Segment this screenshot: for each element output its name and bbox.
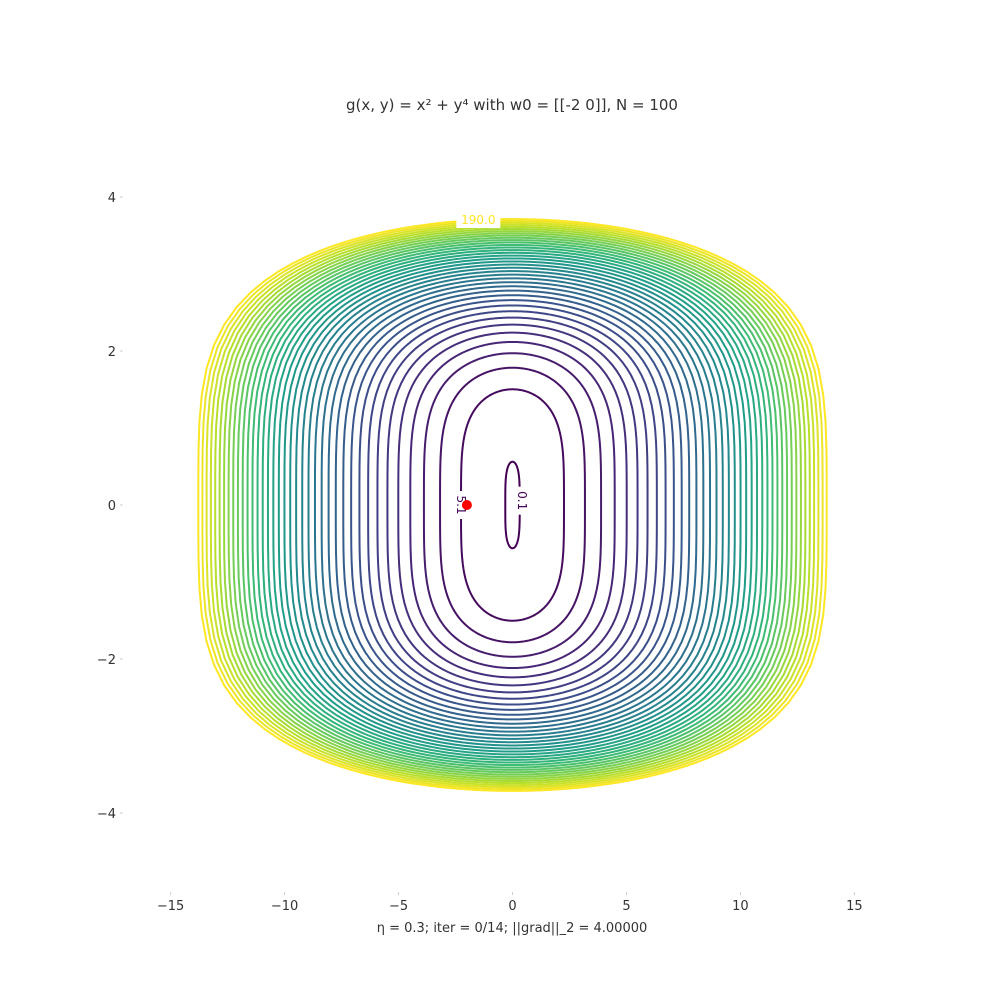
contour-level-29 xyxy=(236,236,789,774)
contour-level-11 xyxy=(342,294,683,716)
contour-level-32 xyxy=(223,230,802,780)
y-tick-label: 0 xyxy=(108,499,116,514)
contour-level-12 xyxy=(334,289,691,721)
contour-level-15 xyxy=(313,277,712,733)
contour-level-18 xyxy=(295,266,730,744)
contour-level-7 xyxy=(376,316,649,694)
contour-level-31 xyxy=(227,232,798,778)
contour-level-25 xyxy=(256,246,769,764)
contour-labels: 0.1 5.1 190.0 xyxy=(453,211,530,519)
contour-level-34 xyxy=(214,225,811,785)
contour-level-14 xyxy=(320,281,705,729)
x-axis-ticks: −15 −10 −5 0 5 10 15 xyxy=(157,892,863,914)
contour-level-20 xyxy=(283,260,742,750)
contour-level-33 xyxy=(218,227,807,783)
contour-level-6 xyxy=(386,323,639,687)
contour-level-9 xyxy=(358,304,667,706)
x-tick-label: 15 xyxy=(846,899,863,914)
contour-label-1: 5.1 xyxy=(454,495,468,514)
y-axis-ticks: 4 2 0 −2 −4 xyxy=(97,191,123,822)
x-tick-label: 5 xyxy=(622,899,630,914)
current-point-layer xyxy=(461,500,472,510)
contour-level-24 xyxy=(261,249,764,761)
x-tick-label: −5 xyxy=(389,899,408,914)
contour-level-30 xyxy=(232,234,793,776)
current-point xyxy=(461,500,472,510)
x-tick-label: 10 xyxy=(732,899,749,914)
chart-title: g(x, y) = x² + y⁴ with w0 = [[-2 0]], N … xyxy=(346,96,678,114)
x-tick-label: −10 xyxy=(271,899,298,914)
contour-level-21 xyxy=(277,257,748,753)
contour-level-27 xyxy=(246,241,779,769)
contour-level-10 xyxy=(350,299,675,711)
contour-label-bg-2 xyxy=(456,211,501,228)
contour-level-37 xyxy=(201,219,824,791)
y-tick-label: 4 xyxy=(108,191,116,206)
contour-label-bg-1 xyxy=(453,491,470,519)
contour-level-13 xyxy=(327,285,698,725)
contour-level-3 xyxy=(422,352,603,658)
y-tick-label: 2 xyxy=(108,345,116,360)
contour-level-4 xyxy=(409,340,616,670)
contour-level-5 xyxy=(397,331,628,679)
contour-level-22 xyxy=(272,254,753,756)
x-tick-label: 0 xyxy=(508,899,516,914)
contour-level-28 xyxy=(241,239,784,771)
contour-level-19 xyxy=(289,263,736,747)
contour-level-1 xyxy=(460,388,565,622)
y-tick-label: −2 xyxy=(97,653,116,668)
contour-label-2: 190.0 xyxy=(461,213,495,227)
contour-level-38 xyxy=(197,218,828,792)
contour-level-26 xyxy=(251,243,774,767)
contour-level-2 xyxy=(439,366,586,644)
contour-lines xyxy=(197,218,828,792)
contour-level-0 xyxy=(504,460,521,550)
x-axis-label: η = 0.3; iter = 0/14; ||grad||_2 = 4.000… xyxy=(377,921,648,936)
contour-level-8 xyxy=(367,310,658,700)
contour-label-bg-0 xyxy=(513,486,530,515)
contour-level-17 xyxy=(301,270,724,740)
contour-level-23 xyxy=(266,251,759,759)
contour-level-16 xyxy=(307,273,718,737)
y-tick-label: −4 xyxy=(97,807,116,822)
contour-label-0: 0.1 xyxy=(515,491,529,510)
contour-level-35 xyxy=(209,223,816,787)
x-tick-label: −15 xyxy=(157,899,184,914)
contour-level-36 xyxy=(205,221,820,789)
